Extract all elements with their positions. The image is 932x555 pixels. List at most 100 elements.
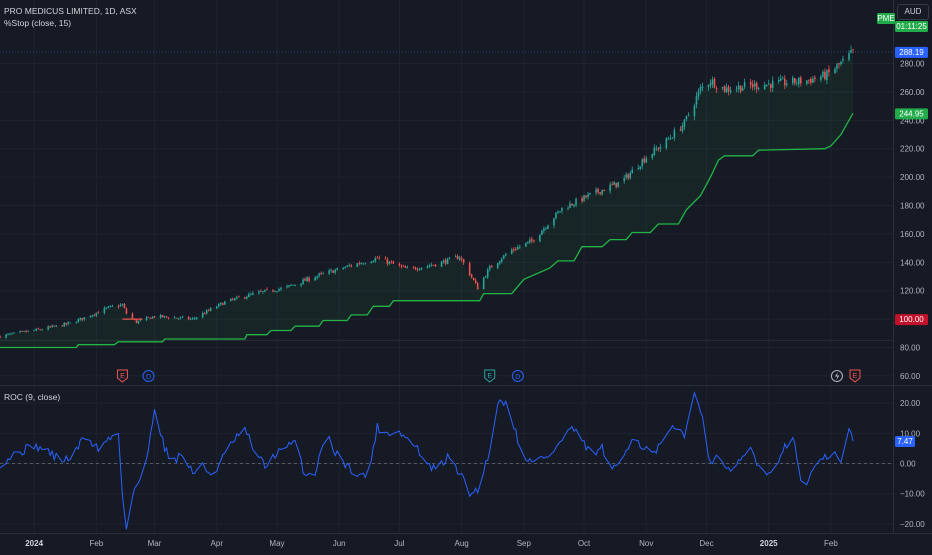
lightning-icon[interactable] [830,370,843,382]
price-candle [248,294,250,298]
price-candle [159,315,162,318]
ref-value-badge-text: 100.00 [899,315,924,324]
price-candle [221,303,224,306]
price-candle [181,316,184,318]
earnings-flag-icon [849,369,861,383]
price-candle [613,182,615,185]
roc-axis-label: −20.00 [900,520,925,529]
price-candle [707,84,710,87]
roc-axis-label: 0.00 [900,460,916,469]
price-candle [595,189,597,193]
price-candle [502,255,505,259]
roc-value-badge: 7.47 [895,435,915,447]
price-candle [266,289,268,291]
symbol-title[interactable]: PRO MEDICUS LIMITED, 1D, ASX [4,6,137,16]
price-axis-label: 80.00 [900,344,921,353]
price-axis-label: 180.00 [900,202,925,211]
price-candle [272,290,274,292]
countdown-badge-bg [895,21,928,32]
price-candle [695,96,698,105]
price-candle [342,268,345,269]
price-candle [541,230,543,235]
price-candle [852,49,854,50]
earnings-marker[interactable]: E [484,369,496,383]
price-axis-label: 280.00 [900,60,925,69]
price-candle [195,317,198,319]
price-candle [165,316,168,318]
price-candle [250,293,252,295]
price-candle [223,301,226,305]
price-candle [179,317,182,319]
dividend-circle-icon [142,370,155,382]
price-candle [484,276,487,278]
price-candle [420,267,423,270]
time-axis[interactable]: 2024 Feb Mar Apr May Jun Jul Aug Sep Oct Nov Dec 202… [25,539,838,548]
price-candle [446,258,449,265]
price-candle [511,249,513,254]
price-candle [175,317,178,319]
price-candle [328,270,330,274]
price-candle [378,257,381,259]
stop-indicator-legend[interactable]: %Stop (close, 15) [4,18,72,28]
price-axis[interactable]: 60.00 80.00 100.00 120.00 140.00 160.00 180.00… [900,60,925,529]
dividend-marker[interactable]: D [511,370,524,382]
price-candle [840,61,842,65]
price-candle [587,194,589,198]
event-letter: E [853,373,858,380]
price-candle [91,315,94,317]
price-candle [824,71,826,80]
time-axis-label: Feb [824,539,838,548]
price-candle [41,329,43,331]
price-candle [561,207,563,211]
countdown-badge: 01:11:25 [895,21,928,32]
price-candle [814,77,816,79]
price-candle [147,316,150,318]
price-candle [131,313,134,319]
price-candle [286,285,288,288]
price-candle [671,138,674,139]
price-candle [631,169,634,174]
price-candle [153,316,156,318]
price-axis-label: 220.00 [900,145,925,154]
countdown-badge-text: 01:11:25 [896,22,927,31]
price-candle [470,274,473,278]
price-candle [462,259,465,263]
time-axis-label: Nov [639,539,653,548]
earnings-marker[interactable]: E [849,369,861,383]
earnings-marker[interactable]: E [116,369,128,383]
price-candle [567,208,569,209]
price-candle [61,325,64,327]
price-candle [545,228,547,230]
price-candle [687,115,690,116]
price-candle [107,306,110,308]
roc-indicator-legend[interactable]: ROC (9, close) [4,392,61,402]
price-candle [599,192,601,194]
price-candle [454,256,457,258]
currency-selector[interactable]: AUD [897,4,929,20]
price-candle [842,58,844,61]
dividend-marker[interactable]: D [142,370,155,382]
price-candle [11,333,13,335]
price-candle [167,317,170,319]
time-axis-label: May [269,539,284,548]
price-candle [308,277,310,281]
price-candle [474,280,477,283]
price-candle [434,264,437,267]
stop-band-fill [0,52,853,348]
price-candle [93,314,96,316]
price-candle [609,184,611,191]
price-candle [314,277,316,281]
price-candle [350,265,353,267]
price-candle [665,138,668,148]
price-candle [219,302,222,305]
price-candle [525,242,527,247]
time-axis-label: Dec [699,539,713,548]
price-candle [79,317,82,320]
price-candle [848,53,850,60]
price-candle [575,198,577,206]
price-candle [207,310,210,312]
roc-pane [0,391,893,530]
